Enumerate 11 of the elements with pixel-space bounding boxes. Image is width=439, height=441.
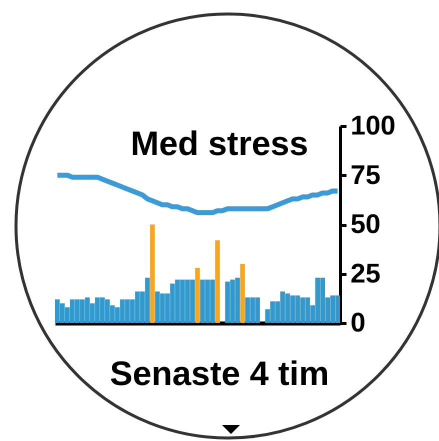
y-tick-label: 50 [350,209,381,239]
bar [215,240,220,323]
y-tick-label: 0 [350,308,366,338]
y-tick-label: 100 [350,110,396,140]
bar [240,264,245,323]
bar [150,224,155,323]
chart-title: Med stress [130,125,308,163]
y-tick-label: 75 [350,160,381,190]
y-tick-label: 25 [350,258,381,288]
bar [195,268,200,323]
text: Senaste 4 tim [108,355,330,394]
